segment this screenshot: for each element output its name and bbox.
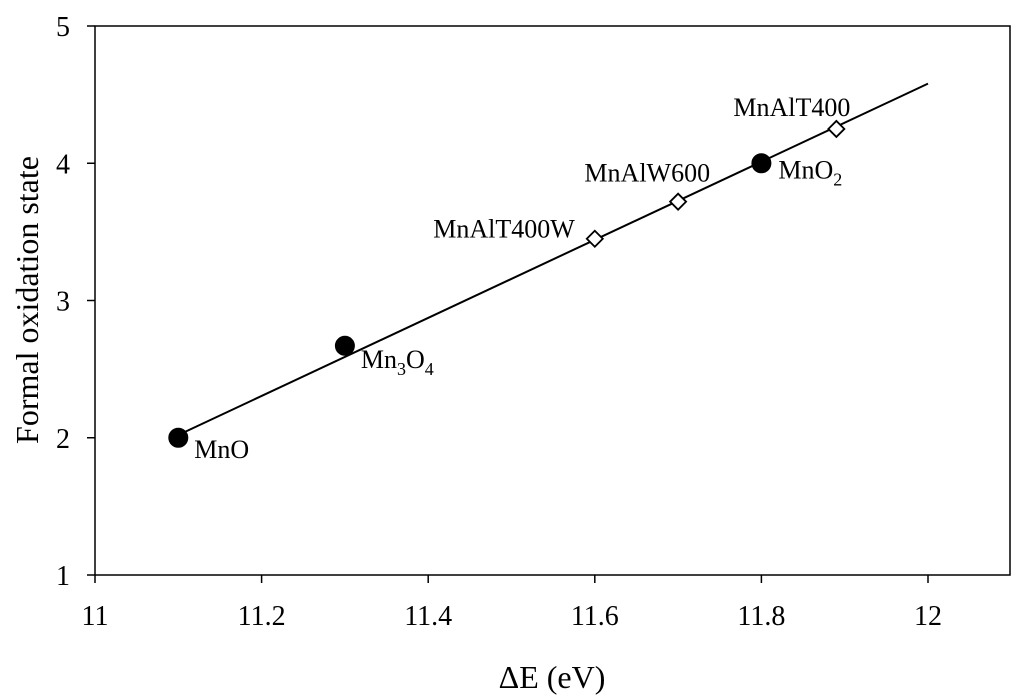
sample-point	[668, 192, 688, 211]
y-tick-label: 3	[56, 287, 70, 318]
point-label-main: MnO	[194, 435, 249, 464]
x-axis: 11 11.2 11.4 11.6 11.8 12	[82, 575, 942, 632]
plot-area-frame	[94, 25, 1011, 576]
x-axis-title: ΔE (eV)	[499, 659, 606, 695]
x-tick-label: 11	[82, 601, 109, 632]
point-label-subscript: 2	[833, 169, 842, 189]
x-tick-label: 11.2	[238, 601, 286, 632]
point-label-main: MnAlT400W	[433, 215, 575, 244]
point-label-main: MnAlT400	[733, 93, 850, 122]
point-label: MnO2	[778, 155, 842, 189]
y-axis-title: Formal oxidation state	[9, 156, 45, 444]
x-tick-label: 11.4	[404, 601, 452, 632]
point-label-main: MnAlW600	[584, 159, 710, 188]
point-label: MnAlT400	[733, 93, 850, 122]
reference-oxide-point	[168, 427, 189, 448]
y-tick-label: 5	[56, 12, 70, 43]
point-label: MnAlW600	[584, 159, 710, 188]
fit-line-group	[177, 82, 929, 436]
point-label: MnAlT400W	[433, 215, 575, 244]
point-label: MnO	[194, 435, 249, 464]
sample-point	[827, 119, 846, 139]
y-axis: 1 2 3 4 5	[56, 12, 95, 592]
reference-oxide-point	[334, 335, 355, 356]
x-tick-label: 11.6	[571, 601, 619, 632]
y-tick-label: 4	[56, 149, 70, 180]
point-label-subscript-2: 4	[425, 359, 434, 379]
point-label-main: Mn	[361, 345, 397, 374]
fit-line	[177, 82, 929, 436]
x-tick-label: 11.8	[737, 601, 785, 632]
sample-point	[585, 229, 605, 249]
point-label-subscript: 3	[397, 359, 406, 379]
y-tick-label: 1	[56, 561, 70, 592]
reference-oxide-point	[751, 153, 772, 174]
point-label-main-2: O	[406, 345, 425, 374]
data-points	[168, 119, 846, 448]
y-tick-label: 2	[56, 424, 70, 455]
point-label: Mn3O4	[361, 345, 434, 379]
point-label-main: MnO	[778, 155, 833, 184]
x-tick-label: 12	[914, 601, 942, 632]
